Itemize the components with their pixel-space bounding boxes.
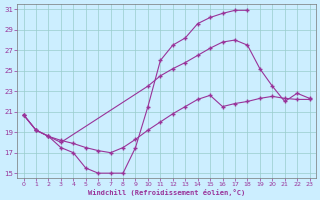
- X-axis label: Windchill (Refroidissement éolien,°C): Windchill (Refroidissement éolien,°C): [88, 189, 245, 196]
